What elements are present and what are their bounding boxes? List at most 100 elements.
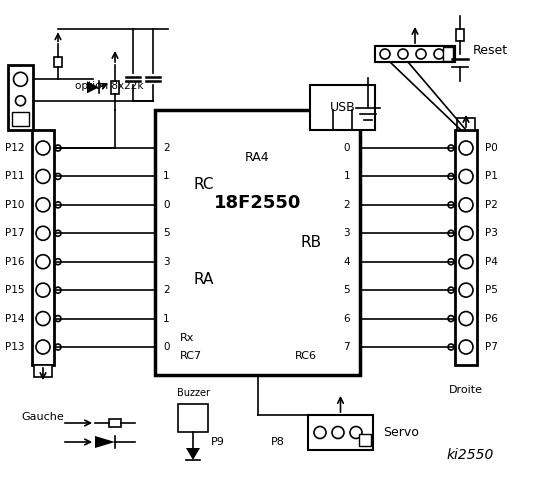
Text: USB: USB — [330, 101, 356, 114]
Text: Rx: Rx — [180, 333, 194, 343]
Circle shape — [459, 169, 473, 183]
Circle shape — [13, 72, 28, 86]
Text: 5: 5 — [163, 228, 170, 238]
Circle shape — [448, 202, 454, 208]
Bar — [109, 419, 121, 427]
Text: 5: 5 — [343, 285, 350, 295]
Circle shape — [459, 198, 473, 212]
Circle shape — [55, 145, 61, 151]
Circle shape — [448, 315, 454, 322]
Text: 0: 0 — [163, 342, 170, 352]
Text: 0: 0 — [343, 143, 350, 153]
Text: P13: P13 — [4, 342, 24, 352]
Circle shape — [55, 315, 61, 322]
Circle shape — [36, 312, 50, 325]
Circle shape — [36, 141, 50, 155]
Circle shape — [448, 287, 454, 293]
Text: P6: P6 — [485, 313, 498, 324]
Circle shape — [459, 312, 473, 325]
Text: P9: P9 — [211, 437, 225, 447]
Circle shape — [459, 255, 473, 269]
Circle shape — [448, 344, 454, 350]
Text: 1: 1 — [163, 313, 170, 324]
Text: P11: P11 — [4, 171, 24, 181]
Text: 1: 1 — [343, 171, 350, 181]
Text: RC6: RC6 — [294, 351, 316, 361]
Text: P17: P17 — [4, 228, 24, 238]
Text: 6: 6 — [343, 313, 350, 324]
Circle shape — [15, 96, 25, 106]
Circle shape — [416, 49, 426, 59]
Bar — [111, 81, 119, 94]
Bar — [456, 29, 464, 41]
Bar — [54, 57, 62, 67]
Text: Droite: Droite — [449, 385, 483, 395]
Text: 7: 7 — [343, 342, 350, 352]
Bar — [455, 130, 477, 365]
Circle shape — [448, 173, 454, 180]
Text: P10: P10 — [4, 200, 24, 210]
Text: 4: 4 — [343, 257, 350, 267]
Bar — [8, 65, 33, 130]
Circle shape — [36, 198, 50, 212]
Circle shape — [448, 145, 454, 151]
Text: P3: P3 — [485, 228, 498, 238]
Text: P1: P1 — [485, 171, 498, 181]
Circle shape — [398, 49, 408, 59]
Bar — [375, 46, 455, 62]
Circle shape — [36, 283, 50, 297]
Text: 2: 2 — [163, 285, 170, 295]
Bar — [457, 118, 475, 130]
Polygon shape — [95, 436, 115, 448]
Circle shape — [314, 427, 326, 439]
Circle shape — [55, 344, 61, 350]
Circle shape — [36, 340, 50, 354]
Text: RC: RC — [193, 177, 213, 192]
Circle shape — [459, 226, 473, 240]
Text: P5: P5 — [485, 285, 498, 295]
Text: Servo: Servo — [383, 426, 419, 439]
Text: 2: 2 — [343, 200, 350, 210]
Text: P7: P7 — [485, 342, 498, 352]
Text: 3: 3 — [343, 228, 350, 238]
Circle shape — [332, 427, 344, 439]
Circle shape — [55, 259, 61, 264]
Text: Gauche: Gauche — [22, 412, 64, 422]
Bar — [308, 415, 373, 450]
Text: Buzzer: Buzzer — [176, 388, 210, 398]
Text: P4: P4 — [485, 257, 498, 267]
Circle shape — [448, 259, 454, 264]
Text: P0: P0 — [485, 143, 498, 153]
Text: RB: RB — [301, 235, 322, 250]
Circle shape — [459, 340, 473, 354]
Text: P2: P2 — [485, 200, 498, 210]
Text: P12: P12 — [4, 143, 24, 153]
Text: RA: RA — [193, 272, 213, 287]
Bar — [443, 47, 453, 61]
Text: P16: P16 — [4, 257, 24, 267]
Text: 3: 3 — [163, 257, 170, 267]
Circle shape — [380, 49, 390, 59]
Bar — [155, 110, 360, 375]
Text: RC7: RC7 — [180, 351, 202, 361]
Text: 1: 1 — [163, 171, 170, 181]
Polygon shape — [186, 448, 200, 460]
Circle shape — [350, 427, 362, 439]
Circle shape — [36, 226, 50, 240]
Circle shape — [55, 230, 61, 236]
Bar — [32, 130, 54, 365]
Text: ki2550: ki2550 — [446, 448, 494, 462]
Circle shape — [459, 283, 473, 297]
Circle shape — [55, 173, 61, 180]
Text: P14: P14 — [4, 313, 24, 324]
Text: 0: 0 — [163, 200, 170, 210]
Bar — [178, 404, 208, 432]
Circle shape — [36, 255, 50, 269]
Text: P8: P8 — [271, 437, 285, 447]
Text: 2: 2 — [163, 143, 170, 153]
Text: option 8x22k: option 8x22k — [75, 81, 143, 91]
Text: P15: P15 — [4, 285, 24, 295]
Text: Reset: Reset — [473, 44, 508, 57]
Bar — [310, 85, 375, 130]
Circle shape — [55, 202, 61, 208]
